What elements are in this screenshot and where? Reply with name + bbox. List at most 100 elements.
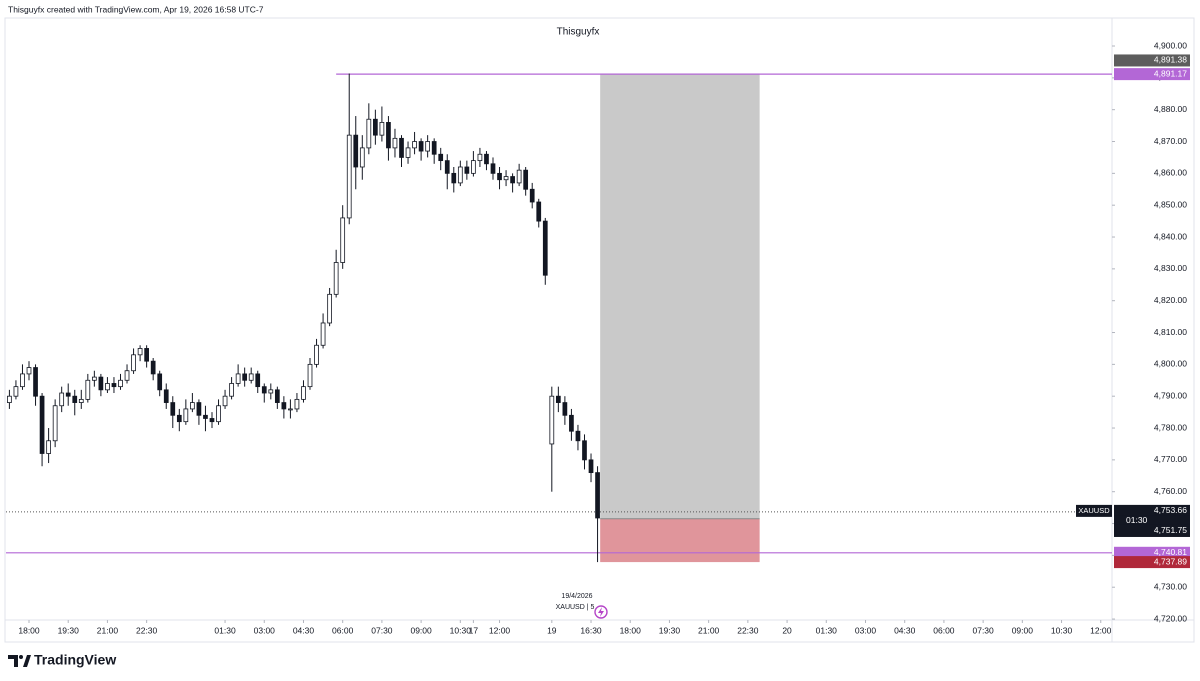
position-lower-zone (600, 518, 760, 563)
x-tick-label: 17 (469, 625, 479, 635)
y-tick-label: 4,730.00 (1154, 581, 1187, 591)
credit: Thisguyfx created with TradingView.com, … (8, 4, 264, 14)
candle-body (405, 147, 411, 158)
candle-body (490, 163, 496, 174)
x-tick-label: 18:00 (18, 625, 40, 635)
candle-body (235, 373, 241, 384)
candle-body (85, 379, 91, 400)
x-tick-label: 07:30 (371, 625, 393, 635)
candle-body (399, 137, 404, 158)
bid-tag: 4,751.75 (1154, 525, 1187, 535)
x-tick-label: 04:30 (293, 625, 315, 635)
candle-body (542, 220, 548, 276)
x-tick-label: 01:30 (816, 625, 838, 635)
candle-body (386, 122, 391, 149)
hline-tag: 4,740.81 (1154, 547, 1187, 557)
candle-body (183, 408, 189, 423)
countdown: 01:30 (1126, 515, 1148, 525)
candle-body (575, 430, 581, 442)
y-tick-label: 4,820.00 (1154, 295, 1187, 305)
y-tick-label: 4,770.00 (1154, 454, 1187, 464)
candle-body (13, 386, 19, 397)
x-tick-label: 19 (547, 625, 557, 635)
bid-tag-bg (1114, 524, 1190, 537)
x-tick-label: 03:00 (254, 625, 276, 635)
logo: TradingView (8, 652, 116, 668)
candle-body (582, 440, 587, 461)
candle-body (549, 395, 555, 445)
candle-body (131, 354, 136, 372)
position-bottom-tag-bg (1114, 556, 1190, 569)
x-tick-label: 21:00 (698, 625, 720, 635)
candle-body (288, 408, 293, 411)
candle-body (438, 153, 444, 162)
date-note: 19/4/2026 (561, 593, 592, 600)
candle-body (477, 153, 483, 162)
y-tick-label: 4,790.00 (1154, 390, 1187, 400)
x-tick-label: 07:30 (972, 625, 994, 635)
last-price-tag-bg (1114, 504, 1190, 517)
logo-mark (23, 655, 31, 667)
candle-body (497, 172, 502, 181)
candle-body (555, 395, 561, 403)
candle-body (301, 386, 306, 400)
candle-body (274, 389, 280, 403)
position-bottom-tag: 4,737.89 (1154, 556, 1187, 566)
candle-body (144, 348, 149, 362)
y-tick-label: 4,860.00 (1154, 168, 1187, 178)
candle-body (353, 134, 359, 168)
candle-body (333, 262, 339, 295)
chart-title: Thisguyfx (557, 27, 600, 38)
candles (7, 73, 600, 563)
candle-body (150, 360, 156, 375)
x-tick-label: 09:00 (410, 625, 432, 635)
y-tick-label: 4,840.00 (1154, 231, 1187, 241)
hline-tag: 4,891.17 (1154, 68, 1187, 78)
x-tick-label: 12:00 (489, 625, 511, 635)
logo-mark (19, 655, 23, 659)
x-tick-label: 18:00 (620, 625, 642, 635)
frame (4, 17, 1195, 643)
candle-body (307, 363, 313, 388)
candle-body (346, 134, 352, 219)
candle-body (52, 405, 58, 442)
symbol-tag-bg (1076, 504, 1112, 517)
alert-icon-bolt (598, 607, 604, 617)
y-tick-label: 4,850.00 (1154, 199, 1187, 209)
y-tick-label: 4,900.00 (1154, 40, 1187, 50)
y-tick-label: 4,760.00 (1154, 486, 1187, 496)
y-tick-label: 4,800.00 (1154, 359, 1187, 369)
position-top-tag: 4,891.38 (1154, 55, 1187, 65)
x-tick-label: 16:30 (580, 625, 602, 635)
candle-body (431, 141, 437, 155)
x-tick-label: 19:30 (659, 625, 681, 635)
x-tick-label: 03:00 (855, 625, 877, 635)
x-tick-label: 04:30 (894, 625, 916, 635)
y-tick-label: 4,780.00 (1154, 422, 1187, 432)
x-tick-label: 22:30 (737, 625, 759, 635)
candle-body (255, 373, 261, 388)
candle-body (242, 373, 248, 381)
x-tick-label: 21:00 (97, 625, 119, 635)
candle-body (366, 118, 372, 149)
x-tick-label: 06:00 (933, 625, 955, 635)
candle-body (111, 383, 117, 388)
candle-body (78, 398, 84, 403)
y-tick-label: 4,810.00 (1154, 327, 1187, 337)
x-tick-label: 09:00 (1012, 625, 1034, 635)
candle-body (444, 160, 450, 174)
candle-body (392, 137, 398, 149)
candle-body (229, 383, 234, 397)
y-tick-label: 4,720.00 (1154, 613, 1187, 623)
candle-body (510, 176, 515, 184)
candle-body (294, 398, 300, 410)
hline-tag-bg (1114, 546, 1190, 559)
candle-body (320, 322, 326, 346)
symbol-tag: XAUUSD (1078, 506, 1110, 515)
candle-body (105, 383, 110, 391)
last-price-tag: 4,753.66 (1154, 505, 1187, 515)
candle-body (163, 389, 169, 403)
candle-body (471, 160, 476, 174)
